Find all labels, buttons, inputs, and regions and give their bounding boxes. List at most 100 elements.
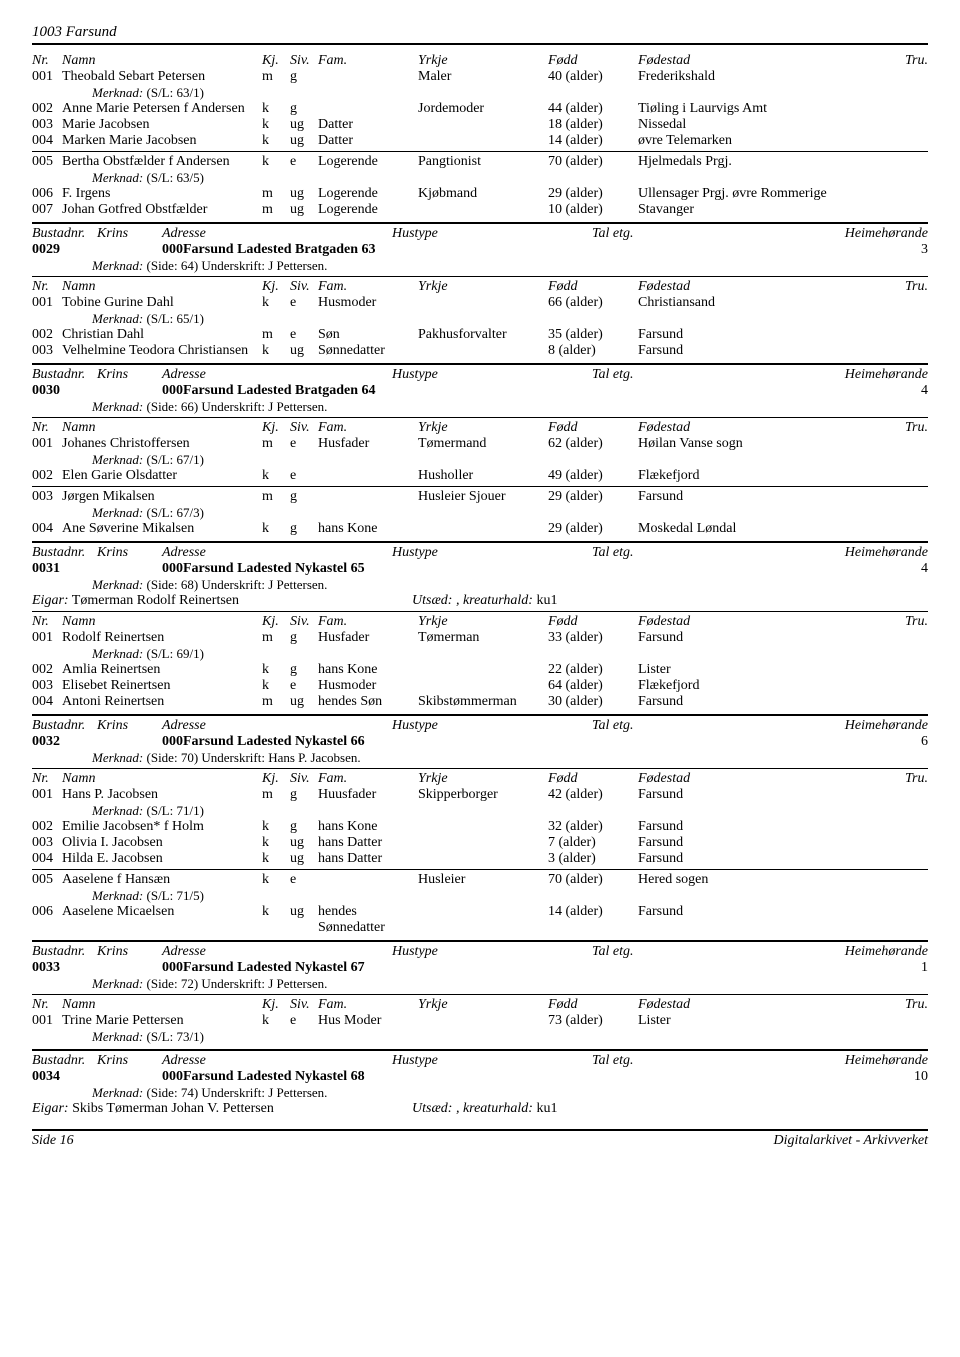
person-yrkje [418,295,548,311]
person-namn: Aaselene Micaelsen [62,904,262,936]
person-kj: k [262,295,290,311]
hdr-nr: Nr. [32,53,62,69]
person-fodd: 29 (alder) [548,521,638,537]
bustad-merknad: Merknad: (Side: 64) Underskrift: J Pette… [92,258,928,274]
utsaed-label: Utsæd: [412,1101,452,1116]
eigar-row: Eigar: Skibs Tømerman Johan V. Pettersen… [32,1101,928,1117]
person-siv: ug [290,694,318,710]
eigar-label: Eigar: [32,1101,69,1116]
person-siv: e [290,678,318,694]
hdr-kj: Kj. [262,614,290,630]
person-fodd: 3 (alder) [548,851,638,867]
hdr-namn: Namn [62,420,262,436]
hdr-yrkje: Yrkje [418,53,548,69]
person-row: 006 F. Irgens m ug Logerende Kjøbmand 29… [32,186,928,202]
person-siv: ug [290,117,318,133]
person-fodd: 14 (alder) [548,904,638,936]
person-yrkje [418,117,548,133]
eigar-right: Utsæd: , kreaturhald: ku1 [412,593,928,609]
person-namn: Johanes Christoffersen [62,436,262,452]
bh-adresse: Adresse [162,226,392,242]
bustad-krins [97,1069,162,1085]
bustad-heime: 1 [762,960,928,976]
person-namn: Elen Garie Olsdatter [62,468,262,484]
hdr-fodestad: Fødestad [638,420,848,436]
person-nr: 004 [32,851,62,867]
person-siv: e [290,436,318,452]
person-tru [848,694,928,710]
bh-hustype: Hustype [392,226,592,242]
hdr-siv: Siv. [290,279,318,295]
person-namn: Hans P. Jacobsen [62,787,262,803]
bh-taletg: Tal etg. [592,226,762,242]
bh-adresse: Adresse [162,545,392,561]
hdr-nr: Nr. [32,420,62,436]
bustad-adresse: 000Farsund Ladested Nykastel 65 [162,561,392,577]
person-tru [848,521,928,537]
person-namn: Hilda E. Jacobsen [62,851,262,867]
person-nr: 003 [32,835,62,851]
person-kj: k [262,101,290,117]
eigar-label: Eigar: [32,593,69,608]
hdr-fodestad: Fødestad [638,53,848,69]
bh-hustype: Hustype [392,718,592,734]
hdr-fodestad: Fødestad [638,614,848,630]
hdr-yrkje: Yrkje [418,420,548,436]
person-namn: Rodolf Reinertsen [62,630,262,646]
bh-heime: Heimehørande [762,718,928,734]
bh-heime: Heimehørande [762,944,928,960]
bustad-adresse: 000Farsund Ladested Bratgaden 63 [162,242,392,258]
person-fam [318,489,418,505]
person-tru [848,662,928,678]
hdr-fodd: Fødd [548,279,638,295]
person-siv: ug [290,835,318,851]
person-fam: Husmoder [318,295,418,311]
separator-thin [32,276,928,277]
hdr-fam: Fam. [318,279,418,295]
hdr-yrkje: Yrkje [418,997,548,1013]
person-row: 001 Rodolf Reinertsen m g Husfader Tømer… [32,630,928,646]
person-row: 002 Amlia Reinertsen k g hans Kone 22 (a… [32,662,928,678]
person-siv: g [290,630,318,646]
bustad-taletg [592,1069,762,1085]
bustad-adresse: 000Farsund Ladested Nykastel 67 [162,960,392,976]
person-siv: ug [290,133,318,149]
hdr-fodd: Fødd [548,997,638,1013]
person-kj: k [262,343,290,359]
hdr-tru: Tru. [848,279,928,295]
bustad-hustype [392,734,592,750]
bustad-data-row: 0031 000Farsund Ladested Nykastel 65 4 [32,561,928,577]
person-fodestad: Farsund [638,819,848,835]
person-fodestad: Hered sogen [638,872,848,888]
bustad-nr: 0034 [32,1069,97,1085]
bustad-header-row: Bustadnr. Krins Adresse Hustype Tal etg.… [32,944,928,960]
bustad-merknad: Merknad: (Side: 74) Underskrift: J Pette… [92,1085,928,1101]
person-fodestad: Farsund [638,904,848,936]
bustad-heime: 4 [762,561,928,577]
person-siv: e [290,327,318,343]
person-namn: Velhelmine Teodora Christiansen [62,343,262,359]
merknad-label: Merknad: [92,750,143,765]
hdr-namn: Namn [62,771,262,787]
person-fodd: 30 (alder) [548,694,638,710]
person-merknad: Merknad: (S/L: 63/1) [92,85,928,101]
person-row: 004 Hilda E. Jacobsen k ug hans Datter 3… [32,851,928,867]
hdr-nr: Nr. [32,771,62,787]
hdr-siv: Siv. [290,420,318,436]
person-nr: 002 [32,468,62,484]
separator-thin [32,994,928,995]
person-tru [848,327,928,343]
person-fodestad: Farsund [638,694,848,710]
merknad-label: Merknad: [92,976,143,991]
hdr-namn: Namn [62,53,262,69]
person-merknad: Merknad: (S/L: 71/5) [92,888,928,904]
person-yrkje: Pakhusforvalter [418,327,548,343]
bustad-data-row: 0030 000Farsund Ladested Bratgaden 64 4 [32,383,928,399]
eigar-left: Eigar: Skibs Tømerman Johan V. Pettersen [32,1101,412,1117]
person-yrkje: Pangtionist [418,154,548,170]
merknad-label: Merknad: [92,888,143,903]
doc-title: 1003 Farsund [32,24,928,45]
separator-thin [32,768,928,769]
hdr-namn: Namn [62,614,262,630]
person-header-row: Nr. Namn Kj. Siv. Fam. Yrkje Fødd Fødest… [32,420,928,436]
